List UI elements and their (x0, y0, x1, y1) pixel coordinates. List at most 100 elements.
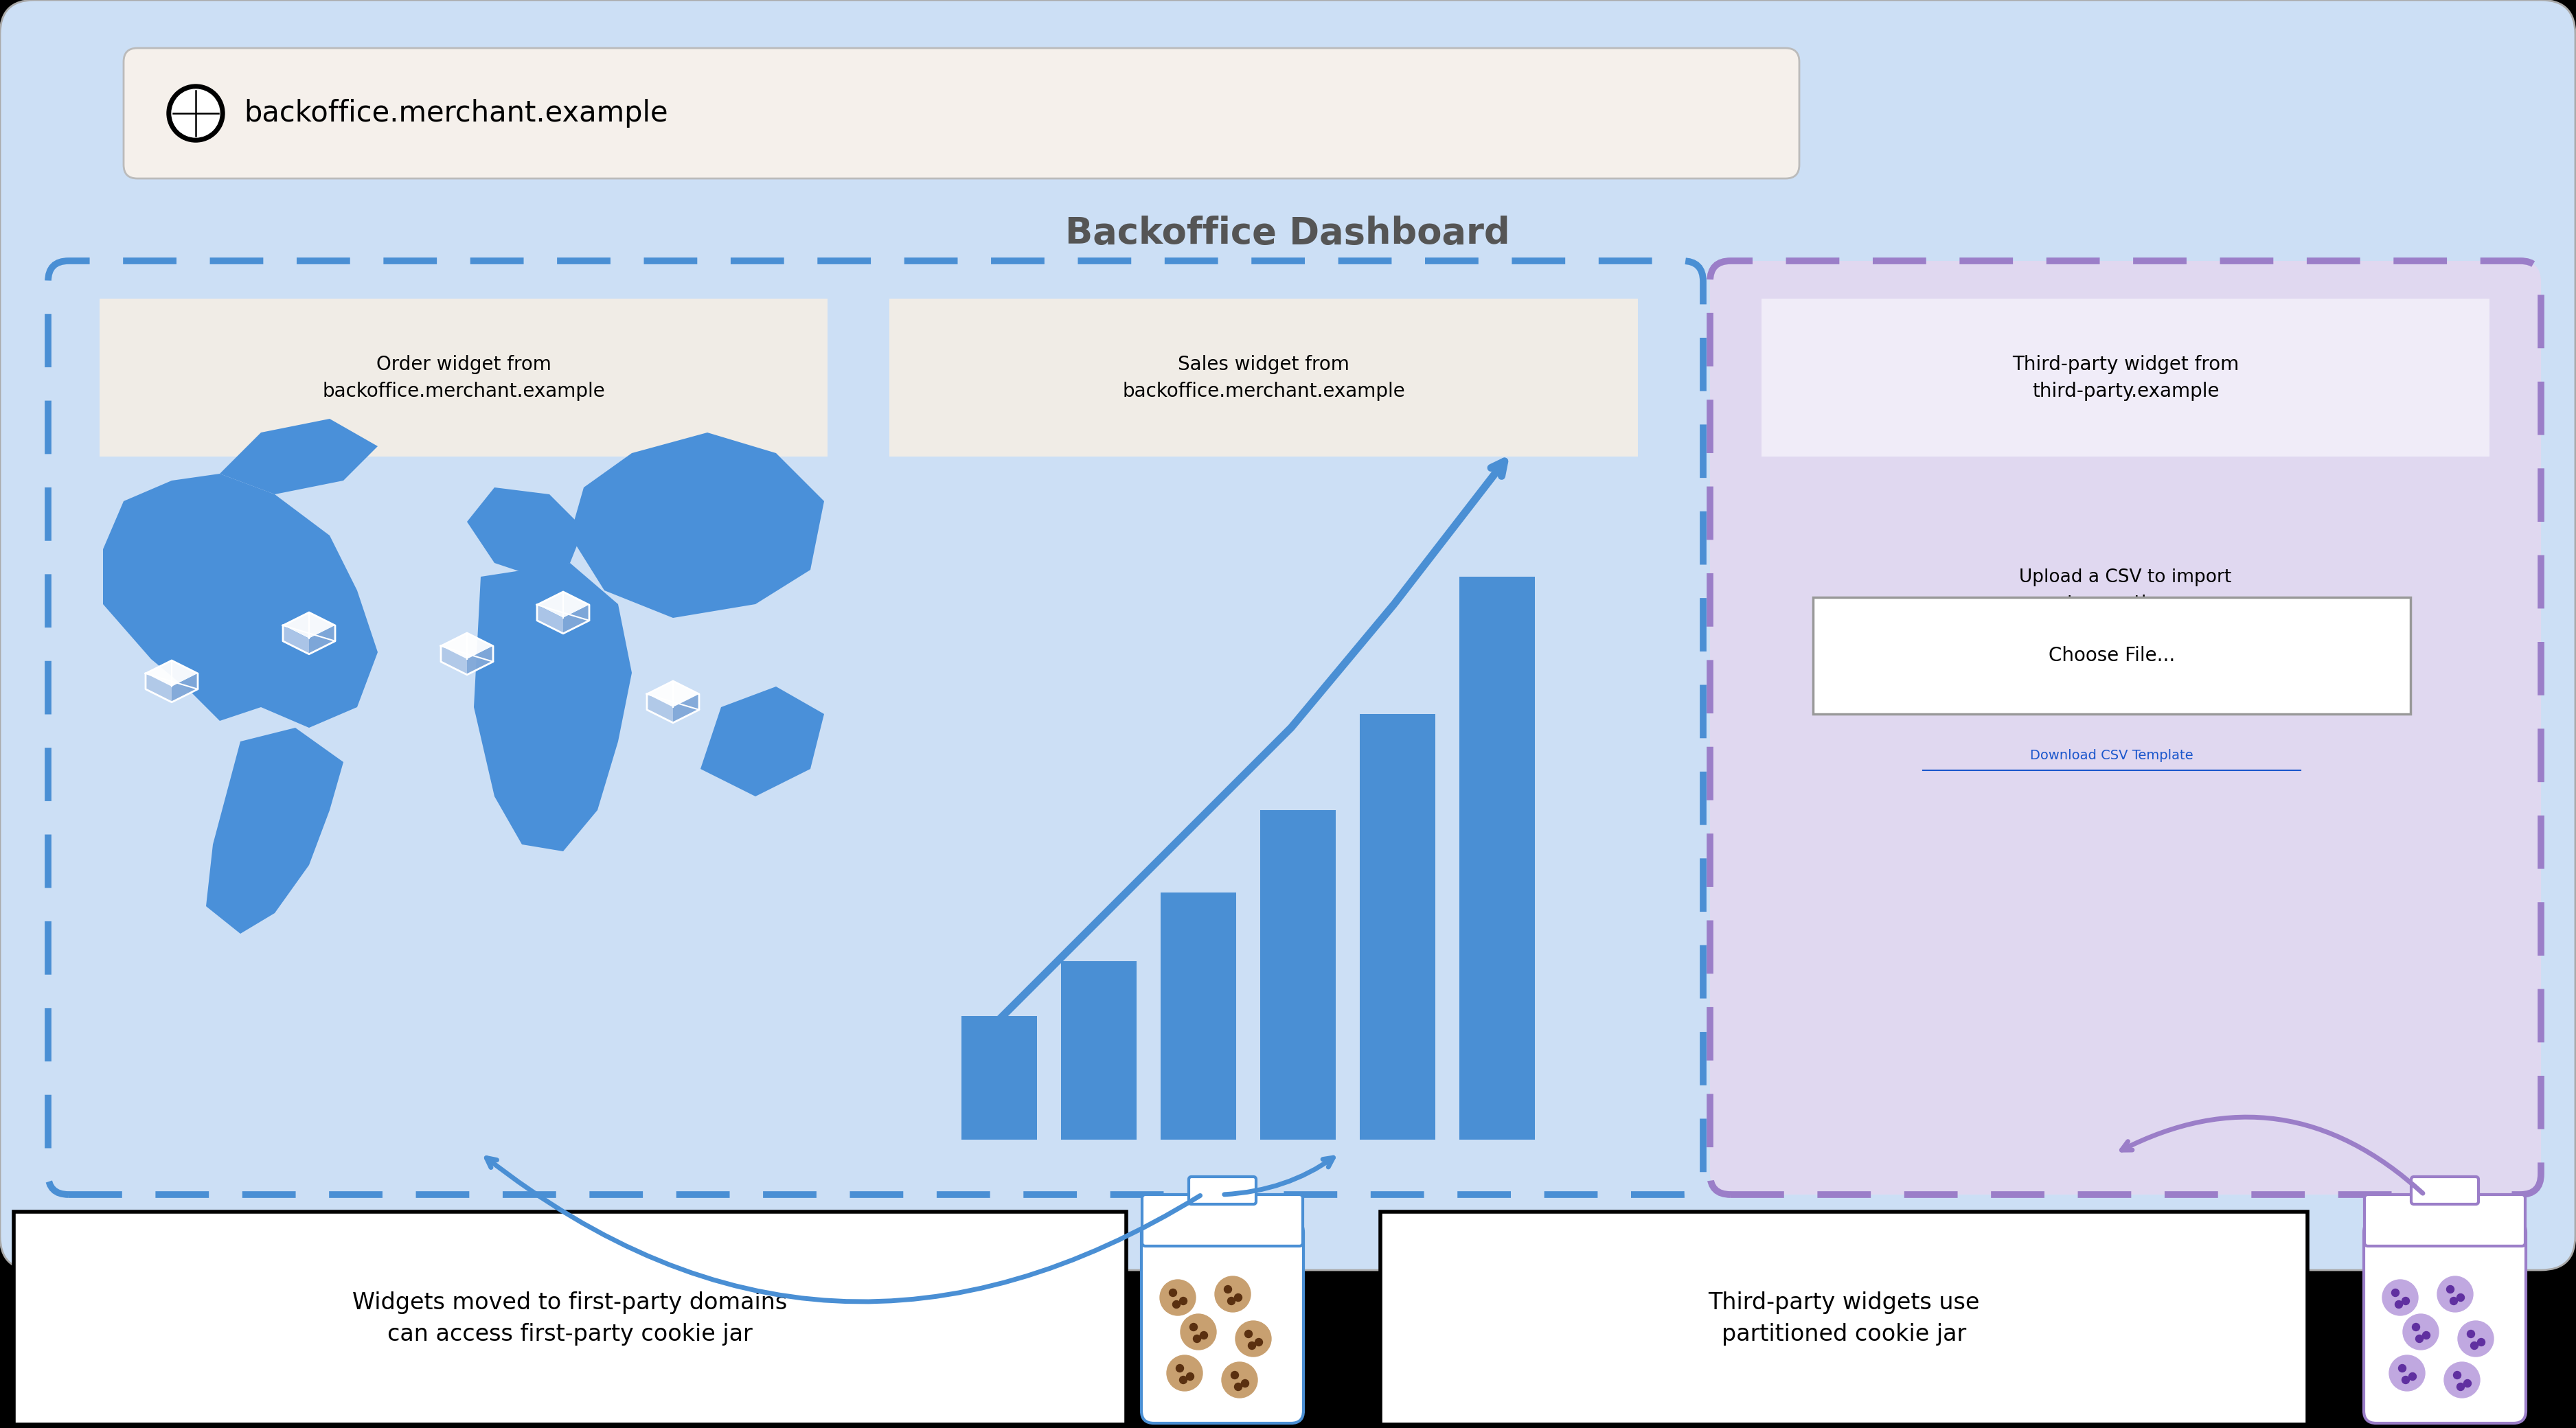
Circle shape (2396, 1301, 2403, 1308)
Bar (961, 1017, 1038, 1140)
Polygon shape (536, 591, 590, 618)
Circle shape (1234, 1294, 1242, 1301)
Polygon shape (564, 605, 590, 634)
Text: Order widget from
backoffice.merchant.example: Order widget from backoffice.merchant.ex… (322, 354, 605, 401)
Circle shape (2416, 1335, 2424, 1342)
Circle shape (1221, 1362, 1257, 1398)
Circle shape (2463, 1379, 2470, 1387)
Circle shape (167, 84, 224, 143)
Circle shape (1255, 1338, 1262, 1347)
FancyBboxPatch shape (1762, 298, 2488, 457)
Polygon shape (647, 681, 698, 707)
Polygon shape (440, 633, 492, 660)
Circle shape (1177, 1365, 1182, 1372)
FancyBboxPatch shape (100, 298, 827, 457)
Polygon shape (309, 625, 335, 654)
Circle shape (1236, 1321, 1270, 1357)
Text: Upload a CSV to import
transactions.: Upload a CSV to import transactions. (2020, 568, 2231, 613)
FancyBboxPatch shape (1141, 1220, 1303, 1424)
Text: Widgets moved to first-party domains
can access first-party cookie jar: Widgets moved to first-party domains can… (353, 1291, 788, 1345)
Circle shape (2470, 1342, 2478, 1349)
Polygon shape (701, 687, 824, 797)
Circle shape (1159, 1279, 1195, 1315)
Circle shape (1244, 1329, 1252, 1338)
Bar (1061, 961, 1136, 1140)
FancyBboxPatch shape (1381, 1212, 2308, 1425)
Text: Choose File...: Choose File... (2048, 645, 2174, 665)
Circle shape (2401, 1297, 2409, 1305)
Circle shape (2388, 1355, 2424, 1391)
Polygon shape (219, 418, 379, 494)
Circle shape (2409, 1372, 2416, 1381)
Circle shape (2383, 1279, 2419, 1315)
FancyBboxPatch shape (889, 298, 1638, 457)
FancyBboxPatch shape (1188, 1177, 1257, 1204)
FancyBboxPatch shape (124, 49, 1798, 178)
Text: Third-party widget from
third-party.example: Third-party widget from third-party.exam… (2012, 354, 2239, 401)
Polygon shape (474, 563, 631, 851)
Circle shape (2452, 1371, 2460, 1379)
Polygon shape (173, 674, 198, 703)
Bar (1360, 714, 1435, 1140)
Polygon shape (672, 694, 698, 723)
Circle shape (1180, 1297, 1188, 1305)
Circle shape (2447, 1285, 2455, 1294)
Text: Sales widget from
backoffice.merchant.example: Sales widget from backoffice.merchant.ex… (1123, 354, 1404, 401)
Circle shape (1224, 1285, 1231, 1294)
Circle shape (2391, 1289, 2398, 1297)
Polygon shape (440, 645, 466, 675)
FancyBboxPatch shape (1710, 261, 2540, 1195)
Circle shape (1231, 1371, 1239, 1379)
Circle shape (1188, 1372, 1193, 1381)
Polygon shape (283, 613, 335, 638)
Circle shape (2403, 1314, 2439, 1349)
Polygon shape (103, 474, 379, 728)
Circle shape (1180, 1314, 1216, 1349)
FancyBboxPatch shape (1141, 1195, 1303, 1247)
Circle shape (2398, 1365, 2406, 1372)
Circle shape (1242, 1379, 1249, 1387)
Circle shape (2478, 1338, 2486, 1347)
Polygon shape (147, 674, 173, 703)
Text: backoffice.merchant.example: backoffice.merchant.example (245, 99, 667, 127)
Circle shape (173, 90, 219, 137)
FancyBboxPatch shape (1814, 597, 2411, 714)
Text: Download CSV Template: Download CSV Template (2030, 748, 2192, 761)
Circle shape (2468, 1329, 2476, 1338)
Circle shape (1200, 1331, 1208, 1339)
Polygon shape (147, 661, 198, 687)
Polygon shape (466, 645, 492, 675)
Circle shape (2458, 1321, 2494, 1357)
Polygon shape (466, 487, 585, 577)
FancyBboxPatch shape (2411, 1177, 2478, 1204)
Circle shape (2411, 1324, 2419, 1331)
Bar (1162, 892, 1236, 1140)
Circle shape (1216, 1277, 1249, 1312)
Polygon shape (536, 605, 564, 634)
Bar (1260, 810, 1337, 1140)
Circle shape (2421, 1331, 2429, 1339)
Text: Backoffice Dashboard: Backoffice Dashboard (1066, 216, 1510, 251)
FancyBboxPatch shape (2365, 1195, 2524, 1247)
Circle shape (1229, 1297, 1234, 1305)
Circle shape (1249, 1342, 1255, 1349)
Circle shape (1170, 1289, 1177, 1297)
FancyBboxPatch shape (2365, 1220, 2527, 1424)
Circle shape (2458, 1294, 2465, 1301)
Polygon shape (569, 433, 824, 618)
FancyBboxPatch shape (13, 1212, 1126, 1425)
Circle shape (1180, 1377, 1188, 1384)
Circle shape (1172, 1301, 1180, 1308)
Circle shape (1190, 1324, 1198, 1331)
Polygon shape (206, 728, 343, 934)
Circle shape (2401, 1377, 2409, 1384)
Circle shape (1234, 1384, 1242, 1391)
Polygon shape (283, 625, 309, 654)
Circle shape (2437, 1277, 2473, 1312)
Polygon shape (647, 694, 672, 723)
Circle shape (2445, 1362, 2481, 1398)
Text: Third-party widgets use
partitioned cookie jar: Third-party widgets use partitioned cook… (1708, 1291, 1981, 1345)
FancyBboxPatch shape (0, 0, 2576, 1269)
Circle shape (2458, 1384, 2465, 1391)
Circle shape (1167, 1355, 1203, 1391)
